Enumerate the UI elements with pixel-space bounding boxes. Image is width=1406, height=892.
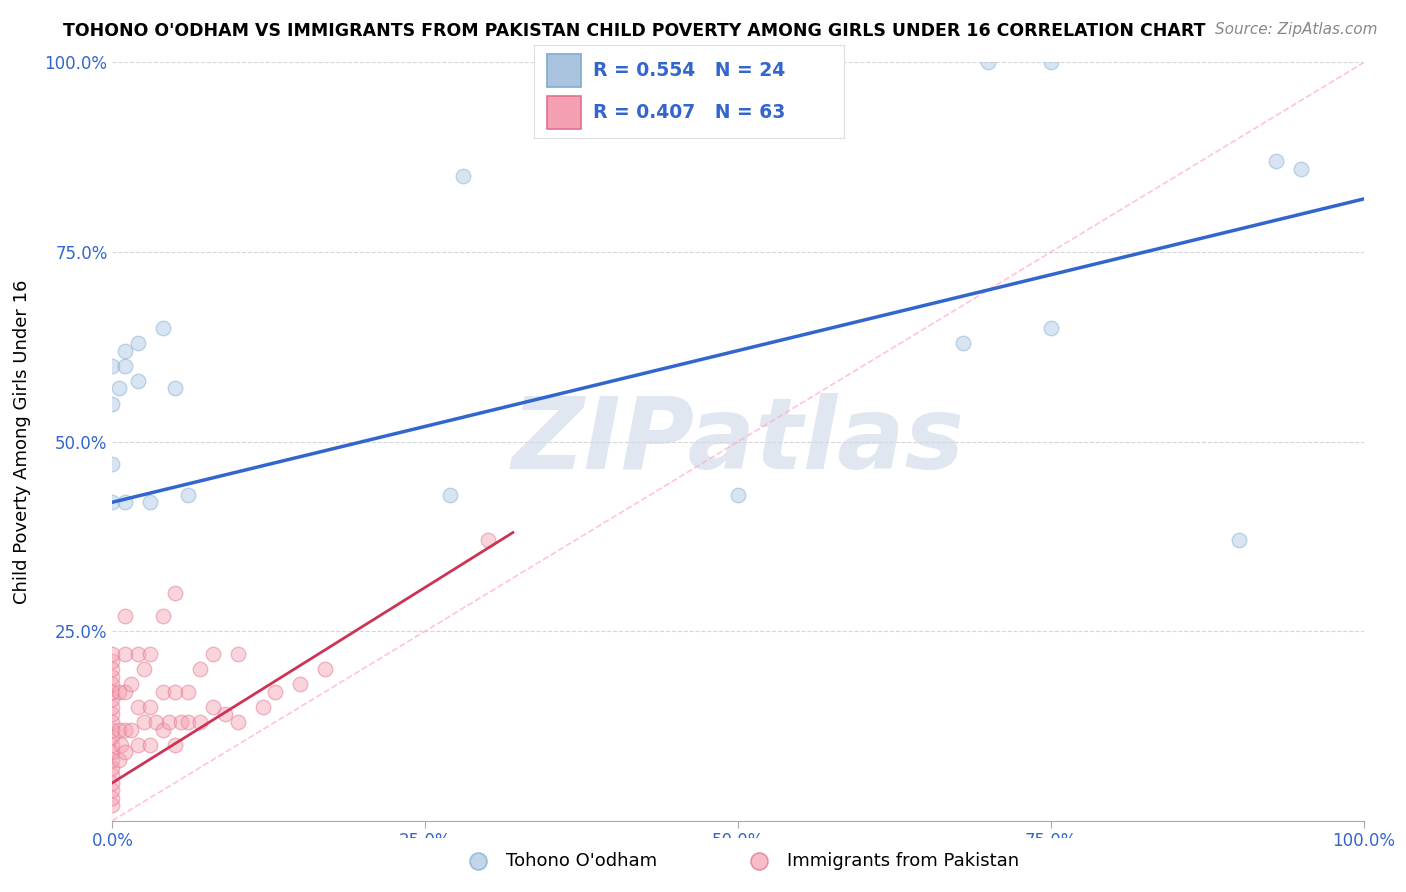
Point <box>451 169 474 184</box>
Point <box>101 692 124 706</box>
Point <box>101 396 124 410</box>
Point <box>114 685 136 699</box>
Point <box>110 738 132 752</box>
Point <box>467 854 489 868</box>
Point <box>477 533 499 548</box>
Point <box>157 715 180 730</box>
Point <box>114 723 136 737</box>
Point <box>127 647 149 661</box>
Point <box>188 715 211 730</box>
Point <box>114 746 136 760</box>
Point <box>163 586 186 600</box>
Point <box>163 738 186 752</box>
Point <box>107 753 129 767</box>
Point <box>214 707 236 722</box>
Point <box>101 662 124 676</box>
Point <box>139 699 162 714</box>
Y-axis label: Child Poverty Among Girls Under 16: Child Poverty Among Girls Under 16 <box>13 279 31 604</box>
Point <box>120 677 142 691</box>
Point <box>101 746 124 760</box>
FancyBboxPatch shape <box>547 54 581 87</box>
Point <box>101 669 124 683</box>
Point <box>1291 161 1313 176</box>
Point <box>101 776 124 790</box>
Text: Tohono O'odham: Tohono O'odham <box>506 852 657 870</box>
Point <box>101 730 124 744</box>
FancyBboxPatch shape <box>547 96 581 129</box>
Point <box>439 487 461 501</box>
Point <box>120 723 142 737</box>
Point <box>101 738 124 752</box>
Point <box>101 495 124 509</box>
Point <box>101 783 124 797</box>
Point <box>101 715 124 730</box>
Point <box>163 382 186 396</box>
Point <box>101 677 124 691</box>
Point <box>1265 153 1288 168</box>
Point <box>101 707 124 722</box>
Point <box>101 655 124 669</box>
Point <box>101 699 124 714</box>
Point <box>127 738 149 752</box>
Point <box>226 647 249 661</box>
Point <box>188 662 211 676</box>
Point <box>114 647 136 661</box>
Point <box>176 487 198 501</box>
Point <box>101 723 124 737</box>
Point <box>101 760 124 774</box>
Point <box>107 685 129 699</box>
Point <box>132 662 155 676</box>
Point <box>290 677 312 691</box>
Text: R = 0.407   N = 63: R = 0.407 N = 63 <box>593 103 786 122</box>
Point <box>152 685 174 699</box>
Point <box>101 685 124 699</box>
Point <box>101 647 124 661</box>
Point <box>201 699 224 714</box>
Point <box>114 359 136 373</box>
Text: Source: ZipAtlas.com: Source: ZipAtlas.com <box>1215 22 1378 37</box>
Text: ZIPatlas: ZIPatlas <box>512 393 965 490</box>
Point <box>170 715 193 730</box>
Text: Immigrants from Pakistan: Immigrants from Pakistan <box>787 852 1019 870</box>
Point <box>114 343 136 358</box>
Point <box>152 320 174 334</box>
Point <box>101 753 124 767</box>
Point <box>977 55 1000 70</box>
Point <box>132 715 155 730</box>
Point <box>107 723 129 737</box>
Point <box>107 382 129 396</box>
Point <box>152 608 174 623</box>
Point <box>114 608 136 623</box>
Point <box>176 685 198 699</box>
Point <box>101 791 124 805</box>
Point <box>139 647 162 661</box>
Point <box>727 487 749 501</box>
Point <box>152 723 174 737</box>
Point <box>114 495 136 509</box>
Point <box>314 662 336 676</box>
Point <box>139 738 162 752</box>
Point <box>163 685 186 699</box>
Point <box>748 854 770 868</box>
Point <box>226 715 249 730</box>
Text: TOHONO O'ODHAM VS IMMIGRANTS FROM PAKISTAN CHILD POVERTY AMONG GIRLS UNDER 16 CO: TOHONO O'ODHAM VS IMMIGRANTS FROM PAKIST… <box>63 22 1206 40</box>
Point <box>101 458 124 472</box>
Point <box>1227 533 1250 548</box>
Point <box>201 647 224 661</box>
Point <box>127 335 149 350</box>
Point <box>101 359 124 373</box>
Point <box>139 495 162 509</box>
Point <box>1039 55 1063 70</box>
Point <box>952 335 974 350</box>
Point <box>176 715 198 730</box>
Point <box>1039 320 1063 334</box>
Point <box>101 798 124 813</box>
Point <box>127 374 149 388</box>
Point <box>127 699 149 714</box>
Point <box>252 699 274 714</box>
Point <box>145 715 167 730</box>
Point <box>101 768 124 782</box>
Point <box>264 685 287 699</box>
Text: R = 0.554   N = 24: R = 0.554 N = 24 <box>593 61 786 80</box>
